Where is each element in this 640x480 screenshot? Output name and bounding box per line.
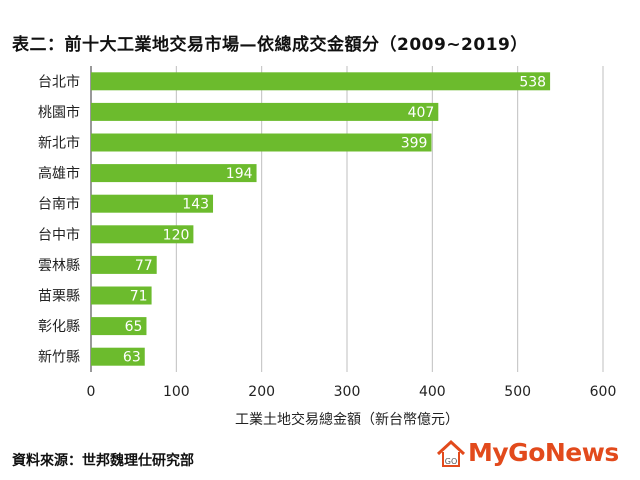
category-label: 台南市 bbox=[38, 196, 80, 213]
bar-value-label: 407 bbox=[408, 105, 435, 121]
bar bbox=[91, 317, 147, 336]
category-label: 桃園市 bbox=[38, 104, 80, 121]
bar bbox=[91, 286, 152, 305]
x-tick-label: 400 bbox=[419, 384, 446, 400]
mygonews-logo: GO MyGoNews bbox=[434, 436, 630, 472]
bar-value-label: 71 bbox=[130, 289, 148, 305]
category-label: 台中市 bbox=[38, 226, 80, 243]
x-tick-label: 100 bbox=[163, 384, 190, 400]
logo-text: MyGoNews bbox=[468, 438, 619, 467]
bar-value-label: 538 bbox=[519, 74, 546, 90]
x-axis-label: 工業土地交易總金額（新台幣億元） bbox=[235, 411, 459, 428]
bar-value-label: 63 bbox=[123, 350, 141, 366]
bar bbox=[91, 194, 214, 213]
data-source: 資料來源：世邦魏理仕研究部 bbox=[12, 453, 194, 469]
category-label: 彰化縣 bbox=[38, 318, 80, 335]
bar-value-label: 399 bbox=[401, 136, 428, 152]
bar-value-label: 194 bbox=[226, 166, 253, 182]
bar bbox=[91, 255, 157, 274]
category-label: 新北市 bbox=[38, 135, 80, 152]
category-label: 雲林縣 bbox=[38, 258, 80, 274]
bar bbox=[91, 133, 432, 152]
x-tick-label: 300 bbox=[334, 384, 361, 400]
bar bbox=[91, 225, 194, 244]
bar bbox=[91, 102, 439, 121]
bar-value-label: 77 bbox=[135, 258, 153, 274]
x-tick-label: 500 bbox=[504, 384, 531, 400]
bar-value-label: 120 bbox=[163, 227, 190, 243]
category-label: 新竹縣 bbox=[38, 350, 80, 366]
bar bbox=[91, 164, 257, 183]
x-tick-label: 200 bbox=[248, 384, 275, 400]
logo-mark-text: GO bbox=[445, 457, 458, 466]
bar-value-label: 65 bbox=[125, 319, 143, 335]
x-tick-label: 600 bbox=[590, 384, 617, 400]
x-tick-label: 0 bbox=[87, 384, 96, 400]
x-tick-labels: 0 100 200 300 400 500 600 bbox=[87, 384, 617, 400]
category-label: 高雄市 bbox=[38, 165, 80, 182]
category-label: 台北市 bbox=[38, 73, 80, 90]
bar-value-label: 143 bbox=[182, 197, 209, 213]
bar bbox=[91, 347, 145, 366]
bar bbox=[91, 72, 551, 91]
logo-house-icon: GO bbox=[436, 439, 466, 467]
chart-title: 表二：前十大工業地交易市場—依總成交金額分（2009~2019） bbox=[12, 35, 528, 55]
bars: 538 407 399 194 143 120 77 71 65 63 bbox=[91, 72, 551, 366]
category-label: 苗栗縣 bbox=[38, 289, 80, 305]
